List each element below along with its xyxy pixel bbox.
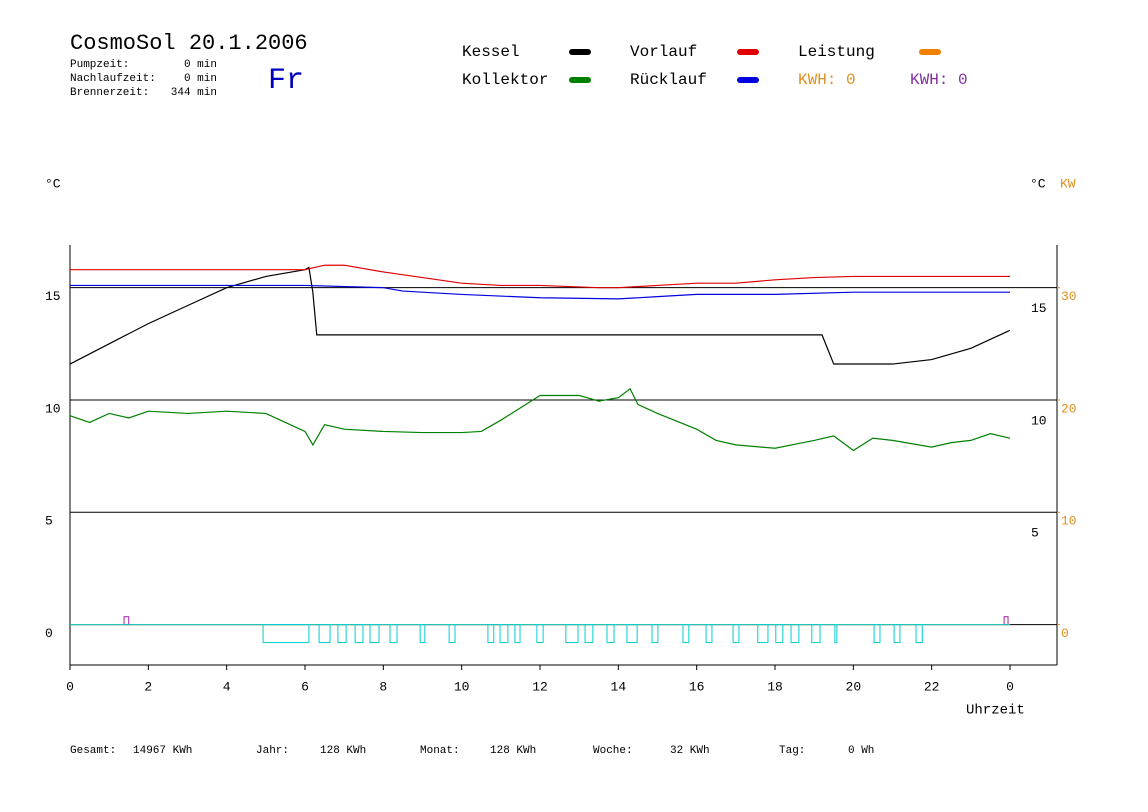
legend-label: Vorlauf [630,43,697,61]
day-label: Fr [268,64,304,98]
x-axis-label: Uhrzeit [966,703,1025,719]
footer-value: 128 KWh [490,745,536,757]
pump-pulse [790,624,800,644]
footer-value: 128 KWh [320,745,366,757]
y2-axis-label: °C [1030,176,1046,191]
pump-pulse [389,624,398,644]
y2-tick-label: 30 [1061,289,1077,304]
x-tick-label: 14 [611,679,627,694]
x-tick-label: 0 [66,679,74,694]
pump-pulse [337,624,347,644]
y2-unit-label: KW [1060,176,1076,191]
x-tick-label: 12 [532,679,548,694]
info-value: 0 min [184,73,217,85]
x-tick-label: 22 [924,679,940,694]
pump-pulse [732,624,740,644]
pump-pulse [487,624,495,644]
pump-pulse [318,624,331,644]
kwh-label: KWH: 0 [910,71,968,89]
y2-tick-label: 10 [1061,514,1077,529]
footer-label: Tag: [779,745,805,757]
footer-value: 32 KWh [670,745,710,757]
pump-pulse [873,624,881,644]
legend-label: Kessel [462,43,520,61]
pump-pulse [606,624,615,644]
x-tick-label: 20 [846,679,862,694]
x-tick-label: 8 [379,679,387,694]
series-line [70,264,1010,289]
pump-pulse [757,624,769,644]
series-line [69,387,1011,452]
info-label: Brennerzeit: [70,87,149,99]
y-tick-label-right: 15 [1031,301,1047,316]
pump-pulse [811,624,821,644]
y-tick-label: 0 [45,626,53,641]
legend-label: Leistung [798,43,875,61]
footer-label: Jahr: [256,745,289,757]
pump-pulse [584,624,594,644]
x-tick-label: 6 [301,679,309,694]
x-tick-label: 16 [689,679,705,694]
pump-pulse [893,624,901,644]
y-tick-label-right: 10 [1031,413,1047,428]
pump-pulse [626,624,638,644]
footer-label: Monat: [420,745,460,757]
chart-title: CosmoSol 20.1.2006 [70,31,308,56]
y-axis-label: °C [45,176,61,191]
pump-pulse [536,624,544,644]
info-label: Nachlaufzeit: [70,73,156,85]
series-line [69,266,1011,365]
y-tick-label: 10 [45,401,61,416]
burner-pulse [123,616,130,626]
x-tick-label: 2 [144,679,152,694]
pump-pulse [514,624,521,644]
info-value: 0 min [184,59,217,71]
x-tick-label: 10 [454,679,470,694]
pump-pulse [834,624,838,644]
footer-value: 0 Wh [848,745,874,757]
pump-pulse [682,624,690,644]
legend-label: Kollektor [462,71,548,89]
burner-pulse [1003,616,1009,626]
pump-pulse [262,624,310,644]
pump-pulse [651,624,659,644]
series-line [70,284,1010,300]
pump-pulse [354,624,364,644]
pump-pulse [565,624,579,644]
y-tick-label-right: 5 [1031,526,1039,541]
footer-value: 14967 KWh [133,745,192,757]
kwh-label: KWH: 0 [798,71,856,89]
x-tick-label: 4 [223,679,231,694]
y2-tick-label: 20 [1061,401,1077,416]
pump-pulse [499,624,509,644]
pump-pulse [369,624,380,644]
pump-pulse [448,624,456,644]
footer-label: Woche: [593,745,633,757]
legend-label: Rücklauf [630,71,707,89]
pump-pulse [915,624,923,644]
pump-pulse [705,624,713,644]
pump-pulse [419,624,426,644]
x-tick-label: 0 [1006,679,1014,694]
y-tick-label: 15 [45,289,61,304]
info-label: Pumpzeit: [70,59,129,71]
footer-label: Gesamt: [70,745,116,757]
x-tick-label: 18 [767,679,783,694]
y2-tick-label: 0 [1061,626,1069,641]
pump-pulse [775,624,784,644]
y-tick-label: 5 [45,514,53,529]
info-value: 344 min [171,87,217,99]
